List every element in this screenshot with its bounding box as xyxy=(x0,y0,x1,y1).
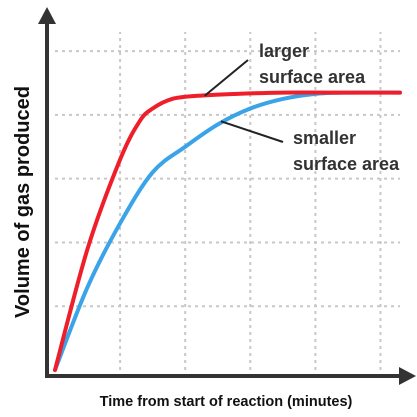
annotation-pointer xyxy=(204,59,249,97)
annotation-label: larger xyxy=(259,41,309,61)
y-axis-label: Volume of gas produced xyxy=(12,86,34,318)
annotation-label: surface area xyxy=(293,154,400,174)
annotation-label: surface area xyxy=(259,67,366,87)
y-axis-arrow xyxy=(38,7,56,24)
series-line-larger-surface-area xyxy=(53,90,402,372)
annotation-pointer xyxy=(220,120,284,143)
annotations: larger surface area smaller surface area xyxy=(204,41,400,174)
annotation-label: smaller xyxy=(293,128,356,148)
series-layer xyxy=(53,90,402,372)
x-axis-label: Time from start of reaction (minutes) xyxy=(100,394,353,410)
x-axis-arrow xyxy=(399,367,416,385)
axes xyxy=(38,7,416,385)
